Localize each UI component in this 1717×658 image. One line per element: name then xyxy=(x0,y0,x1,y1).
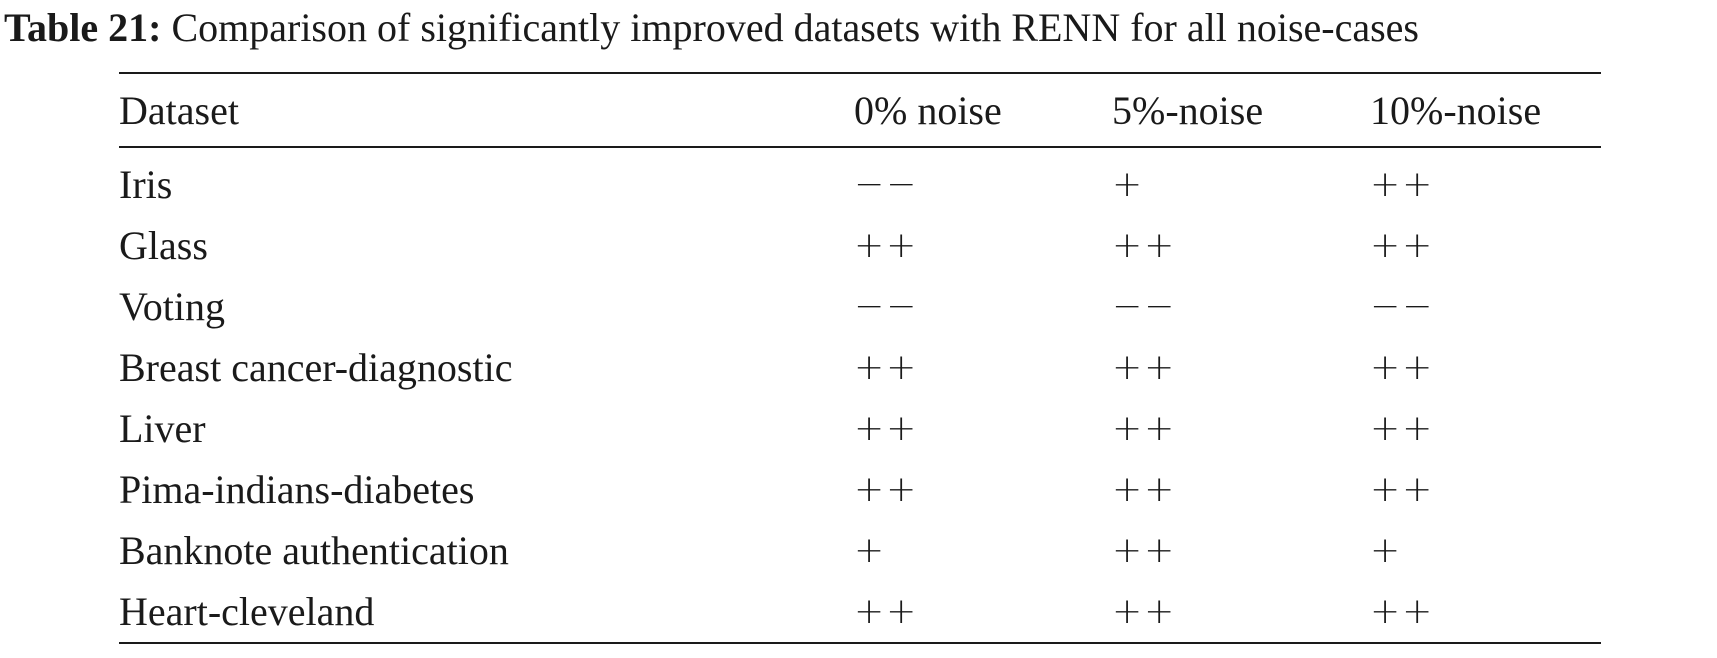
dataset-name: Banknote authentication xyxy=(119,528,509,573)
result-5-noise: ++ xyxy=(1112,225,1177,266)
table-row: Banknote authentication + ++ + xyxy=(119,520,1601,581)
result-10-noise: ++ xyxy=(1370,164,1435,205)
results-table-container: Dataset 0% noise 5%-noise 10%-noise Iris… xyxy=(119,72,1601,644)
result-10-noise: ++ xyxy=(1370,225,1435,266)
table-row: Liver ++ ++ ++ xyxy=(119,398,1601,459)
result-5-noise: ++ xyxy=(1112,347,1177,388)
result-5-noise: ++ xyxy=(1112,591,1177,632)
dataset-name: Voting xyxy=(119,284,225,329)
dataset-name: Pima-indians-diabetes xyxy=(119,467,475,512)
result-0-noise: −− xyxy=(854,286,919,327)
header-5-noise: 5%-noise xyxy=(1112,87,1264,133)
caption-label: Table 21: xyxy=(4,5,162,50)
caption-text: Comparison of significantly improved dat… xyxy=(171,5,1419,50)
table-row: Voting −− −− −− xyxy=(119,276,1601,337)
result-10-noise: −− xyxy=(1370,286,1435,327)
header-dataset: Dataset xyxy=(119,87,239,133)
header-10-noise: 10%-noise xyxy=(1370,87,1542,133)
dataset-name: Breast cancer-diagnostic xyxy=(119,345,513,390)
table-header-row: Dataset 0% noise 5%-noise 10%-noise xyxy=(119,73,1601,147)
result-0-noise: ++ xyxy=(854,591,919,632)
result-0-noise: −− xyxy=(854,164,919,205)
table-row: Iris −− + ++ xyxy=(119,147,1601,215)
result-0-noise: + xyxy=(854,530,887,571)
result-5-noise: ++ xyxy=(1112,530,1177,571)
result-0-noise: ++ xyxy=(854,469,919,510)
result-10-noise: ++ xyxy=(1370,408,1435,449)
table-row: Heart-cleveland ++ ++ ++ xyxy=(119,581,1601,643)
result-10-noise: ++ xyxy=(1370,347,1435,388)
result-5-noise: ++ xyxy=(1112,469,1177,510)
result-5-noise: −− xyxy=(1112,286,1177,327)
result-0-noise: ++ xyxy=(854,225,919,266)
dataset-name: Iris xyxy=(119,162,173,207)
dataset-name: Liver xyxy=(119,406,206,451)
results-table: Dataset 0% noise 5%-noise 10%-noise Iris… xyxy=(119,72,1601,644)
table-row: Glass ++ ++ ++ xyxy=(119,215,1601,276)
result-0-noise: ++ xyxy=(854,347,919,388)
result-10-noise: + xyxy=(1370,530,1403,571)
table-row: Breast cancer-diagnostic ++ ++ ++ xyxy=(119,337,1601,398)
table-caption: Table 21: Comparison of significantly im… xyxy=(4,4,1419,52)
result-5-noise: + xyxy=(1112,164,1145,205)
table-row: Pima-indians-diabetes ++ ++ ++ xyxy=(119,459,1601,520)
result-10-noise: ++ xyxy=(1370,591,1435,632)
result-5-noise: ++ xyxy=(1112,408,1177,449)
result-10-noise: ++ xyxy=(1370,469,1435,510)
result-0-noise: ++ xyxy=(854,408,919,449)
dataset-name: Heart-cleveland xyxy=(119,589,375,634)
header-0-noise: 0% noise xyxy=(854,87,1002,133)
dataset-name: Glass xyxy=(119,223,208,268)
